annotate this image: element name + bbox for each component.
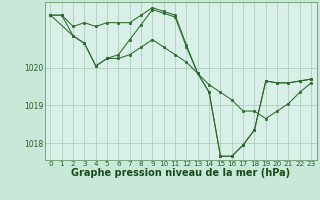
X-axis label: Graphe pression niveau de la mer (hPa): Graphe pression niveau de la mer (hPa) [71, 168, 290, 179]
